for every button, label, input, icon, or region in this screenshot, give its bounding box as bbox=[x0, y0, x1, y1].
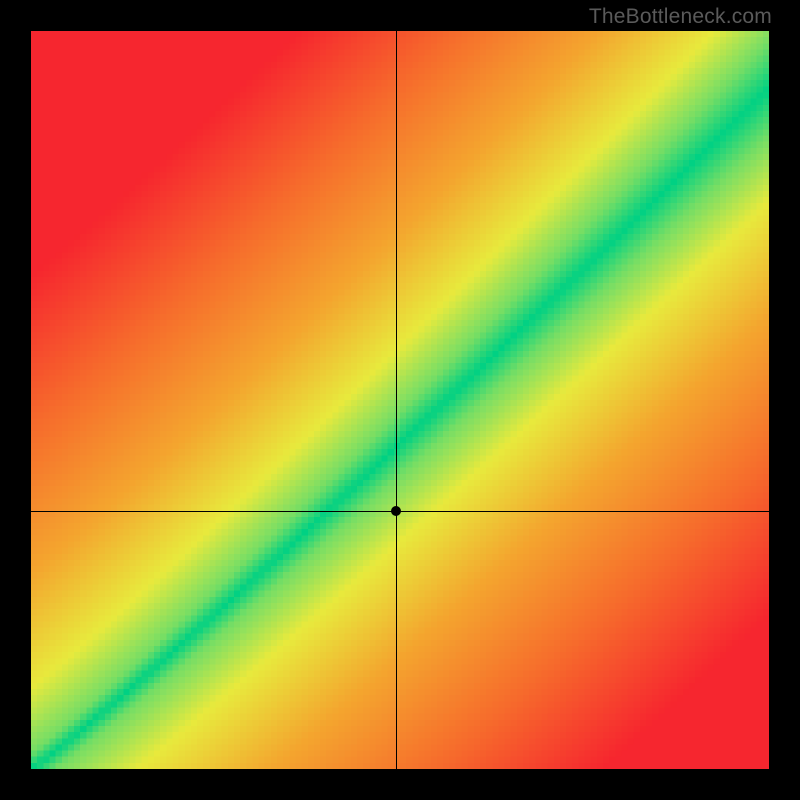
crosshair-vertical bbox=[396, 31, 397, 769]
heatmap-canvas bbox=[31, 31, 769, 769]
heatmap-plot bbox=[31, 31, 769, 769]
watermark-text: TheBottleneck.com bbox=[589, 5, 772, 29]
marker-point bbox=[391, 506, 401, 516]
